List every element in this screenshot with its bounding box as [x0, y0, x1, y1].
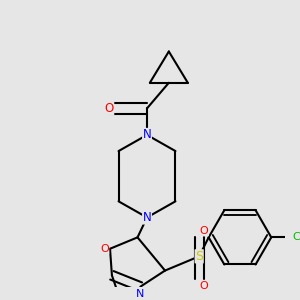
Text: N: N	[142, 211, 152, 224]
Text: N: N	[136, 289, 145, 299]
Text: O: O	[200, 226, 208, 236]
Text: N: N	[142, 128, 152, 141]
Text: O: O	[100, 244, 109, 254]
Text: O: O	[200, 281, 208, 291]
Text: S: S	[195, 250, 203, 263]
Text: O: O	[104, 102, 114, 115]
Text: Cl: Cl	[292, 232, 300, 242]
